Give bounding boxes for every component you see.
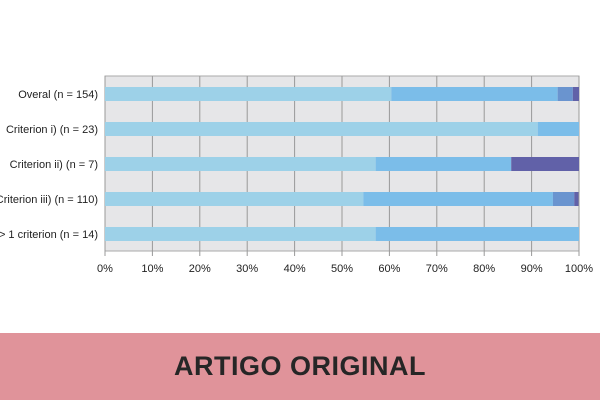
bar-segment-4: [511, 157, 579, 171]
y-category-label: Overal (n = 154): [18, 89, 98, 101]
bar-segment-2: [375, 227, 579, 241]
bar-segment-1: [105, 192, 364, 206]
x-tick-label: 70%: [426, 263, 448, 275]
y-category-label: Criterion iii) (n = 110): [0, 194, 98, 206]
x-tick-label: 40%: [284, 263, 306, 275]
bar-segment-1: [105, 157, 376, 171]
x-tick-label: 10%: [141, 263, 163, 275]
x-tick-label: 50%: [331, 263, 353, 275]
bar-segment-3: [552, 192, 575, 206]
stacked-bar-chart: 0% 10% 20% 30% 40% 50% 60% 70% 80% 90% 100% Overal …: [0, 75, 593, 275]
bar-segment-2: [537, 122, 579, 136]
x-tick-label: 80%: [473, 263, 495, 275]
x-tick-label: 100%: [565, 263, 593, 275]
bar-segment-4: [572, 87, 579, 101]
x-tick-label: 90%: [521, 263, 543, 275]
bar-segment-1: [105, 122, 538, 136]
x-tick-label: 20%: [189, 263, 211, 275]
bar-segment-2: [375, 157, 512, 171]
banner-label: ARTIGO ORIGINAL: [174, 351, 426, 381]
x-tick-label: 0%: [97, 263, 113, 275]
bar-segment-2: [363, 192, 553, 206]
y-category-label: Criterion i) (n = 23): [6, 124, 98, 136]
x-tick-label: 60%: [378, 263, 400, 275]
bar-segment-2: [391, 87, 558, 101]
bar-segment-1: [105, 87, 392, 101]
banner: ARTIGO ORIGINAL: [0, 333, 600, 400]
y-category-label: Criterion ii) (n = 7): [10, 159, 98, 171]
bar-segment-3: [557, 87, 573, 101]
x-tick-label: 30%: [236, 263, 258, 275]
bar-segment-1: [105, 227, 376, 241]
bar-segment-4: [574, 192, 579, 206]
y-category-label: > 1 criterion (n = 14): [0, 229, 98, 241]
